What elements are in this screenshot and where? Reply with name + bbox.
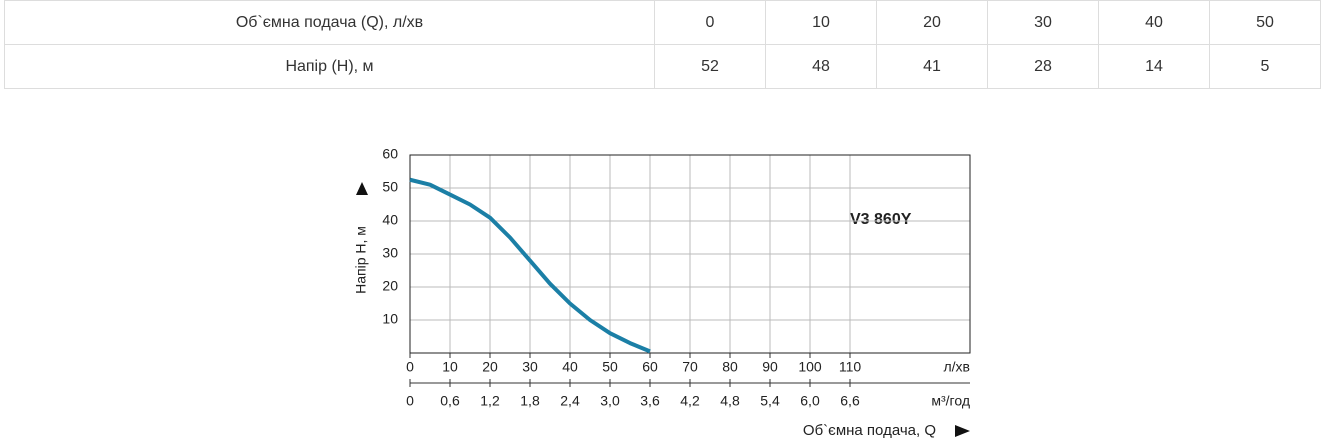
y-tick-label: 50 [382,179,398,195]
table-cell: 41 [876,44,988,89]
table-cell: Об`ємна подача (Q), л/хв [4,0,655,45]
curve [409,177,651,354]
table-cell: 0 [654,0,766,45]
table-cell: 30 [987,0,1099,45]
x-tick-label: 20 [482,359,498,375]
y-tick-label: 30 [382,245,398,261]
y-tick-label: 10 [382,311,398,327]
x-arrow [955,425,970,437]
table-row: Об`ємна подача (Q), л/хв 0 10 20 30 40 50 [4,0,1321,45]
x-tick-label: 100 [798,359,822,375]
table-cell: 14 [1098,44,1210,89]
table-cell: 5 [1209,44,1321,89]
x2-tick-label: 4,8 [720,393,740,409]
x2-tick-label: 0 [406,393,414,409]
x-tick-label: 60 [642,359,658,375]
y-tick-label: 60 [382,146,398,162]
x-tick-label: 110 [839,359,862,375]
data-table: Об`ємна подача (Q), л/хв 0 10 20 30 40 50 Напір… [4,0,1321,89]
x-tick-label: 40 [562,359,578,375]
table-cell: 28 [987,44,1099,89]
x2-tick-label: 1,8 [520,393,540,409]
x-tick-label: 90 [762,359,778,375]
y-axis-label: Напір H, м [353,226,369,294]
x2-tick-label: 0,6 [440,393,460,409]
x-tick-label: 0 [406,359,414,375]
x2-tick-label: 6,6 [840,393,860,409]
y-tick-label: 40 [382,212,398,228]
x2-unit: м³/год [931,393,970,409]
x2-tick-label: 4,2 [680,393,700,409]
x-tick-label: 30 [522,359,538,375]
x-tick-label: 70 [682,359,698,375]
x-tick-label: 10 [442,359,458,375]
x-unit: л/хв [944,359,971,375]
table-cell: 40 [1098,0,1210,45]
y-arrow [356,182,368,195]
table-row: Напір (H), м 52 48 41 28 14 5 [4,44,1321,89]
x-tick-label: 80 [722,359,738,375]
annotation: V3 860Y [850,211,912,228]
table-cell: Напір (H), м [4,44,655,89]
x-axis-label: Об`ємна подача, Q [803,422,936,439]
x-tick-label: 50 [602,359,618,375]
x2-tick-label: 3,0 [600,393,620,409]
table-cell: 50 [1209,0,1321,45]
plot-frame [409,154,971,354]
x2-tick-label: 1,2 [480,393,500,409]
y-tick-label: 20 [382,278,398,294]
x2-tick-label: 6,0 [800,393,820,409]
x2-tick-label: 3,6 [640,393,660,409]
table-cell: 52 [654,44,766,89]
table-cell: 48 [765,44,877,89]
x2-tick-label: 5,4 [760,393,780,409]
x2-tick-label: 2,4 [560,393,580,409]
